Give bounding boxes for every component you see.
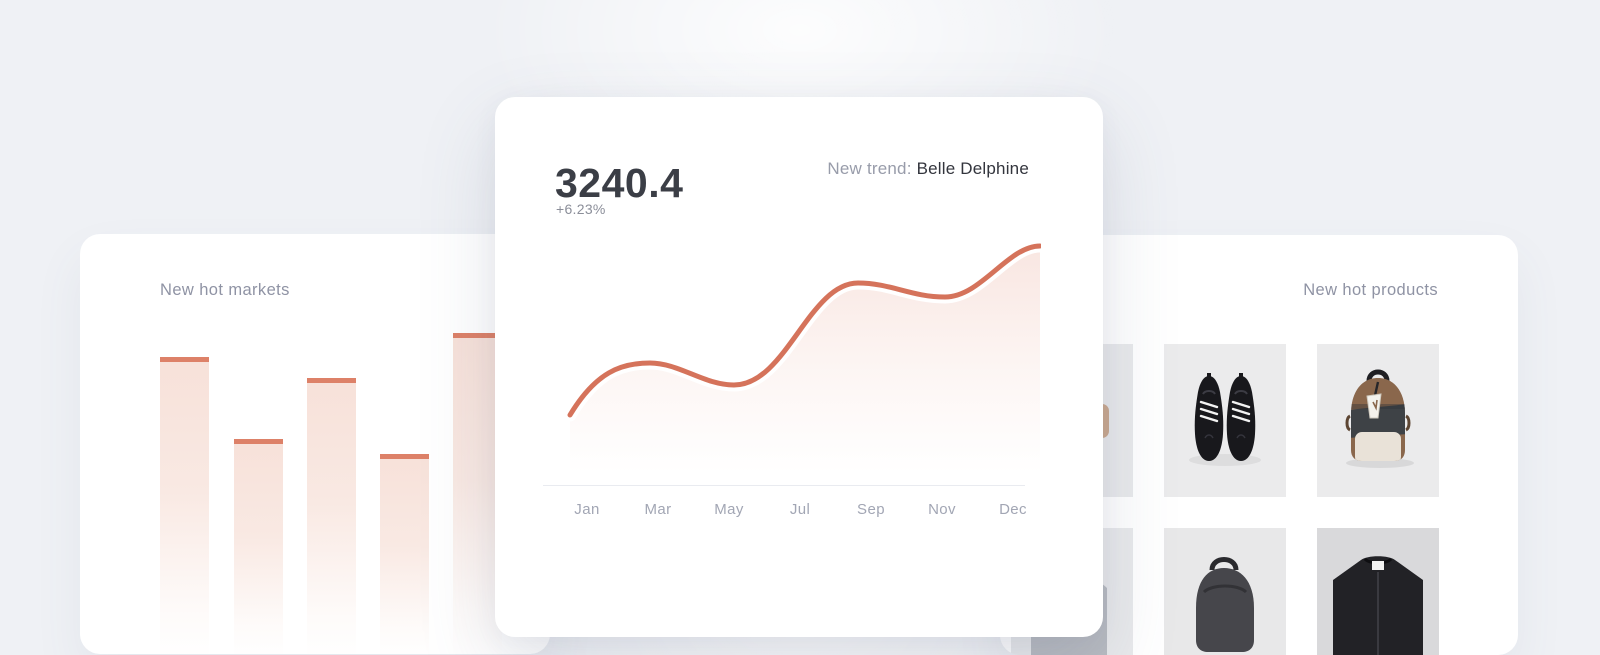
product-tile-brown-backpack[interactable] — [1317, 344, 1439, 497]
market-bar-3 — [307, 378, 356, 654]
month-tick-may: May — [714, 501, 744, 518]
dark-backpack-photo — [1164, 528, 1286, 655]
trend-label: New trend: — [827, 159, 912, 178]
market-bar-1 — [160, 356, 209, 654]
product-tile-dark-backpack[interactable] — [1164, 528, 1286, 655]
month-tick-sep: Sep — [857, 501, 885, 518]
market-bar-4 — [380, 454, 429, 654]
month-tick-jul: Jul — [789, 501, 811, 518]
black-derby-shoes-photo — [1164, 344, 1286, 497]
x-axis-line — [543, 485, 1025, 486]
stat-delta: +6.23% — [556, 201, 606, 217]
area-fill — [570, 246, 1040, 485]
market-bar-cap — [234, 439, 283, 445]
trend-caption: New trend: Belle Delphine — [827, 159, 1029, 179]
product-tile-black-jacket[interactable] — [1317, 528, 1439, 655]
market-bar-cap — [160, 356, 209, 362]
month-tick-mar: Mar — [644, 501, 672, 518]
product-tile-shoes[interactable] — [1164, 344, 1286, 497]
trend-card: 3240.4 +6.23% New trend: Belle Delphine … — [495, 97, 1103, 637]
market-bar-cap — [307, 378, 356, 384]
market-bar-2 — [234, 439, 283, 654]
black-jacket-photo — [1317, 528, 1439, 655]
hot-markets-title: New hot markets — [160, 281, 290, 299]
trend-value: Belle Delphine — [916, 159, 1029, 178]
market-bar-cap — [453, 332, 502, 338]
hot-markets-card: New hot markets — [80, 234, 550, 654]
month-tick-dec: Dec — [999, 501, 1027, 518]
month-tick-jan: Jan — [574, 501, 600, 518]
trend-line-path — [567, 243, 1041, 418]
hot-products-title: New hot products — [1303, 281, 1438, 299]
area-chart — [563, 239, 1041, 485]
market-bar-cap — [380, 454, 429, 460]
month-tick-nov: Nov — [928, 501, 956, 518]
brown-backpack-photo — [1317, 344, 1439, 497]
stat-value: 3240.4 — [555, 160, 684, 206]
